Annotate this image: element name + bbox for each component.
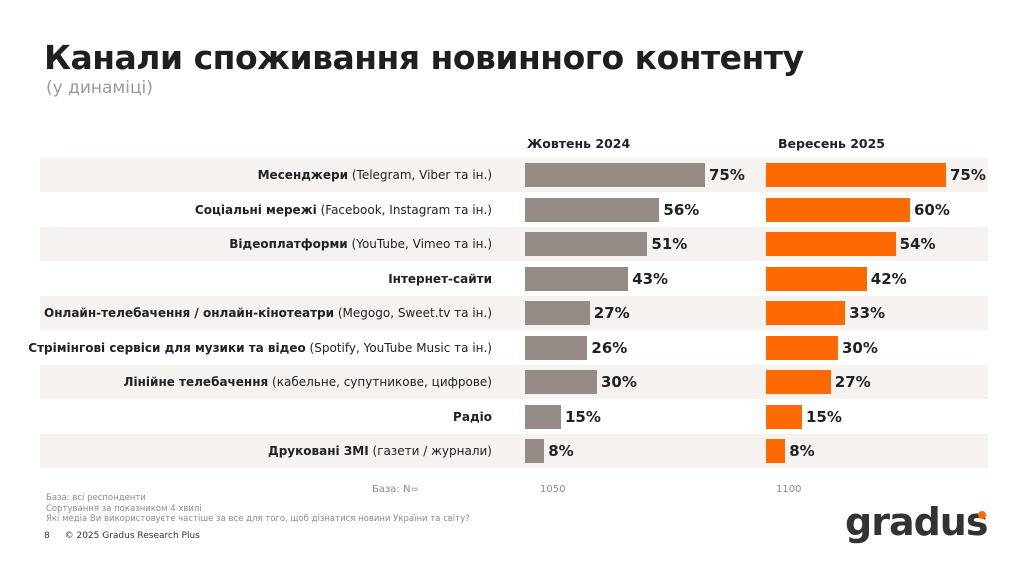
category-name: Стрімінгові сервіси для музики та відео bbox=[28, 340, 306, 355]
footnote: База: всі респонденти bbox=[46, 493, 146, 503]
chart-row: Друковані ЗМІ (газети / журнали) 8% 8% bbox=[40, 434, 988, 468]
category-label: Відеоплатформи (YouTube, Vimeo та ін.) bbox=[229, 227, 492, 261]
bar-2025 bbox=[766, 197, 910, 222]
footnote: Які медіа Ви використовуєте частіше за в… bbox=[46, 514, 470, 524]
footnotes: База: всі респонденти Сортування за пока… bbox=[46, 493, 470, 525]
chart-row: Лінійне телебачення (кабельне, супутнико… bbox=[40, 365, 988, 399]
bar-2024 bbox=[525, 197, 660, 222]
category-name: Відеоплатформи bbox=[229, 237, 348, 251]
category-label: Стрімінгові сервіси для музики та відео … bbox=[28, 331, 492, 365]
data-label: 51% bbox=[651, 235, 688, 253]
category-note: (Megogo, Sweet.tv та ін.) bbox=[337, 306, 492, 320]
data-label: 30% bbox=[601, 373, 637, 391]
bar-2024 bbox=[525, 232, 648, 256]
category-note: (YouTube, Vimeo та ін.) bbox=[351, 237, 492, 251]
data-label: 27% bbox=[834, 373, 871, 391]
bar-2025 bbox=[766, 266, 867, 291]
data-label: 26% bbox=[591, 338, 628, 357]
bar-2025 bbox=[766, 163, 946, 187]
page-number: 8 bbox=[44, 531, 50, 541]
chart-row: Месенджери (Telegram, Viber та ін.) 75% 75… bbox=[40, 158, 988, 192]
category-name: Інтернет-сайти bbox=[388, 271, 492, 286]
page-title: Канали споживання новинного контенту bbox=[44, 38, 804, 77]
category-name: Онлайн-телебачення / онлайн-кінотеатри bbox=[44, 306, 335, 320]
bar-2024 bbox=[525, 163, 705, 187]
footnote: Сортування за показником 4 хвилі bbox=[46, 503, 202, 514]
bar-2024 bbox=[525, 335, 588, 360]
data-label: 43% bbox=[632, 269, 669, 288]
copyright: © 2025 Gradus Research Plus bbox=[64, 531, 200, 541]
category-name: Лінійне телебачення bbox=[123, 375, 269, 389]
bar-2024 bbox=[525, 370, 597, 394]
category-name: Радіо bbox=[453, 409, 492, 424]
data-label: 8% bbox=[548, 442, 574, 460]
category-label: Лінійне телебачення (кабельне, супутнико… bbox=[124, 365, 492, 399]
category-note: (кабельне, супутникове, цифрове) bbox=[272, 375, 492, 389]
data-label: 75% bbox=[950, 166, 986, 184]
data-label: 15% bbox=[806, 407, 842, 426]
data-label: 33% bbox=[849, 304, 886, 322]
gradus-logo: gradus bbox=[845, 500, 988, 544]
series-header-2025: Вересень 2025 bbox=[778, 136, 886, 151]
data-label: 30% bbox=[842, 338, 878, 357]
chart-row: Онлайн-телебачення / онлайн-кінотеатри (… bbox=[40, 296, 988, 330]
category-label: Інтернет-сайти bbox=[388, 262, 492, 296]
data-label: 56% bbox=[663, 200, 700, 219]
category-name: Соціальні мережі bbox=[194, 202, 317, 217]
bar-2025 bbox=[766, 301, 846, 325]
base-label: База: N= bbox=[372, 484, 419, 495]
category-note: (Telegram, Viber та ін.) bbox=[351, 168, 492, 182]
category-note: (Spotify, YouTube Music та ін.) bbox=[309, 340, 492, 355]
base-n-2024: 1050 bbox=[540, 484, 566, 495]
category-label: Онлайн-телебачення / онлайн-кінотеатри (… bbox=[44, 296, 492, 330]
series-header-2024: Жовтень 2024 bbox=[527, 136, 631, 151]
bar-2025 bbox=[766, 370, 831, 394]
category-label: Друковані ЗМІ (газети / журнали) bbox=[268, 434, 492, 468]
data-label: 8% bbox=[789, 442, 815, 460]
chart-row: Радіо 15% 15% bbox=[40, 400, 988, 434]
chart-row: Відеоплатформи (YouTube, Vimeo та ін.) 51… bbox=[40, 227, 988, 261]
page-subtitle: (у динаміці) bbox=[46, 78, 153, 98]
bar-2024 bbox=[525, 301, 590, 325]
data-label: 27% bbox=[593, 304, 630, 322]
bar-2024 bbox=[525, 266, 629, 291]
chart-row: Стрімінгові сервіси для музики та відео … bbox=[28, 331, 988, 365]
data-label: 75% bbox=[709, 166, 745, 184]
bar-2025 bbox=[766, 439, 786, 463]
category-label: Месенджери (Telegram, Viber та ін.) bbox=[258, 158, 492, 192]
chart-row: Соціальні мережі (Facebook, Instagram та… bbox=[40, 193, 988, 227]
data-label: 60% bbox=[914, 200, 950, 219]
category-name: Друковані ЗМІ bbox=[268, 444, 369, 458]
category-name: Месенджери bbox=[257, 168, 349, 182]
category-label: Радіо bbox=[453, 400, 492, 434]
bar-2025 bbox=[766, 335, 838, 360]
bar-2024 bbox=[525, 404, 561, 429]
base-n-2025: 1100 bbox=[776, 484, 802, 495]
bar-2025 bbox=[766, 404, 802, 429]
category-note: (газети / журнали) bbox=[372, 444, 492, 458]
logo-dot-icon bbox=[978, 511, 986, 519]
footer: 8 © 2025 Gradus Research Plus bbox=[44, 531, 200, 541]
data-label: 15% bbox=[565, 407, 601, 426]
data-label: 42% bbox=[870, 269, 907, 288]
data-label: 54% bbox=[899, 235, 936, 253]
category-label: Соціальні мережі (Facebook, Instagram та… bbox=[195, 193, 492, 227]
chart-row: Інтернет-сайти 43% 42% bbox=[40, 262, 988, 296]
bar-2024 bbox=[525, 439, 545, 463]
category-note: (Facebook, Instagram та ін.) bbox=[320, 202, 492, 217]
bar-2025 bbox=[766, 232, 896, 256]
